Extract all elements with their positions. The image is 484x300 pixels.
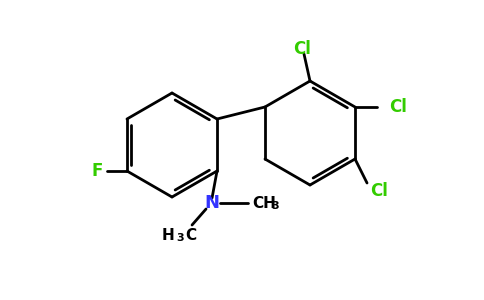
Text: Cl: Cl (370, 182, 388, 200)
Text: 3: 3 (271, 201, 279, 211)
Text: F: F (91, 162, 103, 180)
Text: Cl: Cl (293, 40, 311, 58)
Text: 3: 3 (176, 233, 183, 243)
Text: N: N (205, 194, 220, 212)
Text: C: C (185, 227, 196, 242)
Text: H: H (161, 227, 174, 242)
Text: Cl: Cl (389, 98, 407, 116)
Text: CH: CH (252, 196, 276, 211)
